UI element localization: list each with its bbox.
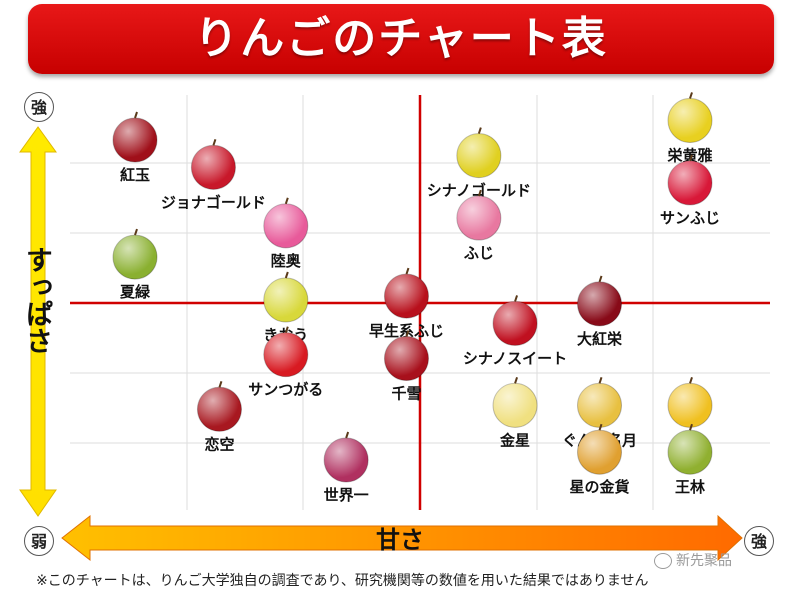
footnote: ※このチャートは、りんご大学独自の調査であり、研究機関等の数値を用いた結果ではあ… [36,573,649,589]
apple-point: 栄黄雅 [666,92,713,164]
apple-stem [284,271,289,279]
watermark-text: 新先聚品 [676,553,732,569]
apple-point: 大紅栄 [577,275,623,348]
apple-stem [598,423,603,431]
apple-label: ジョナゴールド [161,193,266,211]
apple-label: 星の金貨 [570,478,630,496]
apple-highlight [493,383,538,428]
chart-title: りんごのチャート表 [194,13,608,64]
x-axis-label: 甘さ [376,526,424,554]
apple-stem [689,154,693,162]
apple-label: 大紅栄 [577,330,623,348]
apple-stem [477,189,482,197]
y-axis-bottom-label: 弱 [24,526,54,556]
apple-stem [477,127,482,134]
apple-point: 夏緑 [112,228,158,301]
apple-highlight [456,196,501,241]
apple-stem [689,377,693,384]
apple-label: サンつがる [248,381,323,399]
apple-point: シナノゴールド [427,127,531,200]
apple-label: 早生系ふじ [369,322,444,340]
apple-point: シナノスイート [463,295,567,367]
apple-label: 千雪 [391,385,421,403]
apple-stem [405,330,410,337]
apple-stem [218,380,223,388]
apple-point: 早生系ふじ [369,267,444,340]
apple-highlight [113,235,157,280]
apple-highlight [577,383,622,428]
apple-highlight [577,430,622,475]
wechat-icon [654,553,672,569]
apple-highlight [456,133,501,178]
apple-label: 栄黄雅 [666,146,712,164]
apple-point: 金星 [492,377,538,449]
apple-label: シナノスイート [463,349,567,367]
apple-stem [598,275,603,283]
apple-point: 星の金貨 [570,423,630,496]
apple-stem [212,139,217,146]
apple-markers: 紅玉ジョナゴールド陸奥夏緑きおうサンつがる恋空世界一早生系ふじ千雪シナノゴールド… [112,92,720,504]
apple-stem [405,267,410,275]
apple-stem [345,431,350,439]
apple-stem [598,377,603,384]
apple-stem [514,377,519,384]
apple-highlight [493,301,538,346]
apple-highlight [668,430,712,475]
apple-label: 王林 [675,478,706,496]
apple-label: ふじ [464,244,494,262]
apple-point: サンつがる [248,326,323,399]
y-axis-arrow [19,126,57,517]
apple-point: 世界一 [324,431,369,504]
apple-label: 夏緑 [119,283,151,301]
apple-label: 陸奥 [271,252,302,270]
apple-highlight [577,281,622,326]
apple-highlight [263,203,308,248]
apple-point: 王林 [667,423,713,496]
x-axis-right-label: 強 [744,526,774,556]
apple-stem [134,228,138,236]
apple-highlight [384,274,429,319]
apple-highlight [113,118,157,162]
apple-stem [514,295,519,302]
apple-highlight [384,336,429,381]
apple-point: ふじ [456,189,502,262]
y-axis-label: すっぱさ [21,246,52,354]
apple-stem [284,197,289,205]
apple-highlight [263,278,308,322]
apple-label: 紅玉 [120,166,150,184]
apple-stem [284,326,289,333]
apple-highlight [324,438,369,482]
apple-label: サンふじ [660,209,720,227]
apple-stem [689,423,693,431]
y-axis-top-label: 強 [24,92,54,122]
apple-point: ジョナゴールド [161,139,266,211]
apple-highlight [191,145,236,190]
apple-highlight [668,160,712,205]
x-axis-arrow [61,514,743,562]
apple-label: 金星 [499,431,530,449]
watermark: 新先聚品 [654,550,732,570]
apple-label: 恋空 [204,435,234,453]
apple-point: サンふじ [660,154,720,227]
apple-point: 恋空 [196,380,242,453]
apple-label: 世界一 [324,486,369,504]
apple-highlight [668,98,712,143]
apple-stem [134,111,138,119]
axis-arrows [19,126,743,562]
apple-point: 紅玉 [112,111,158,184]
apple-highlight [263,332,308,377]
title-banner: りんごのチャート表 [28,4,774,74]
apple-label: シナノゴールド [427,182,531,200]
apple-point: 陸奥 [263,197,309,270]
apple-stem [689,92,693,99]
apple-point: 千雪 [383,330,429,403]
apple-highlight [668,383,712,428]
apple-highlight [197,387,242,432]
